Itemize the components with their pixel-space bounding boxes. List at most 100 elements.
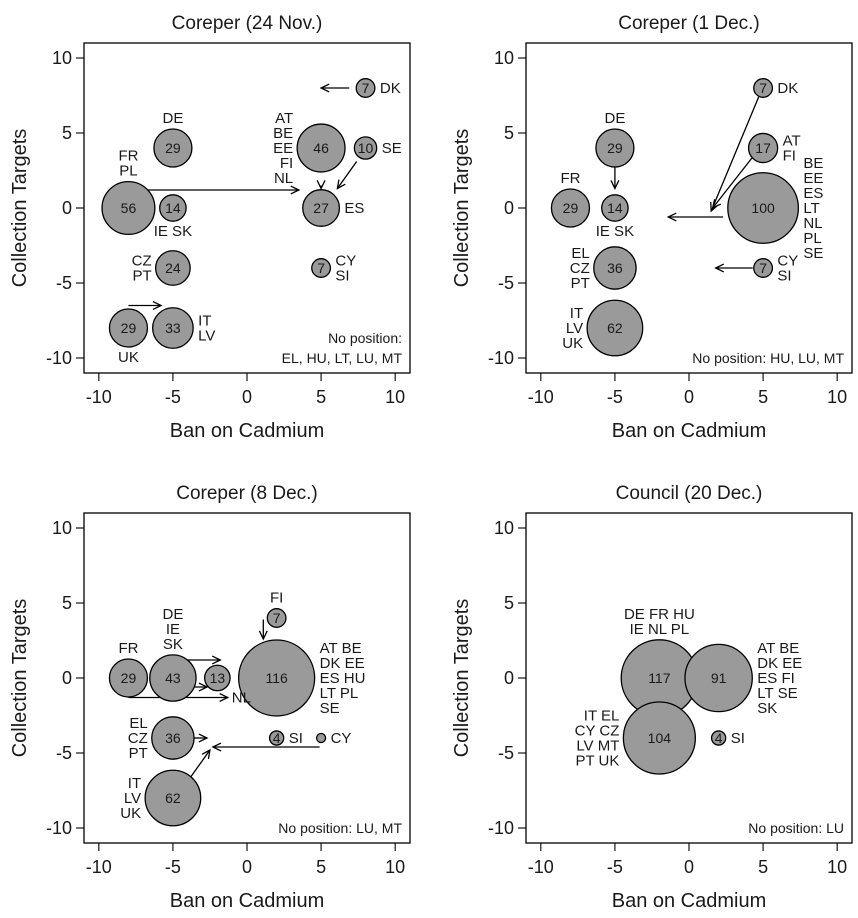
country-label: AT BE [320,640,362,657]
x-tick-label: 0 [684,387,694,407]
bubble-value-label: 56 [121,200,137,216]
x-axis-label: Ban on Cadmium [170,890,325,912]
bubble-value-label: 116 [265,670,288,686]
arrow-head [714,263,725,273]
country-label: LV [124,790,141,807]
y-tick-label: 0 [504,668,514,688]
x-tick-label: -5 [607,857,623,877]
bubble-value-label: 14 [607,200,623,216]
arrow-head [290,185,301,195]
bubble-value-label: 24 [165,260,181,276]
bubble [753,78,774,98]
country-label: IT [128,775,141,792]
bubble [149,654,197,702]
country-label: EE [803,170,823,187]
arrow-head [198,682,209,692]
chart-panel-2: Coreper (1 Dec.) Ban on Cadmium Collection… [451,13,853,442]
x-tick-label: 10 [827,857,847,877]
country-label: DE FR HU [624,606,695,623]
bubble [266,608,287,628]
bubble [101,180,156,236]
country-label: EL [129,715,147,732]
chart-panel-1: Coreper (24 Nov.) Ban on Cadmium Collectio… [9,13,411,442]
chart-panel-3: Coreper (8 Dec.) Ban on Cadmium Collection… [9,483,411,912]
x-tick-label: -10 [86,857,112,877]
country-label: IT EL [584,708,620,725]
shift-arrow [190,749,211,778]
shift-arrow [712,156,754,209]
arrow-head [258,630,268,641]
y-tick-label: -10 [46,348,72,368]
country-label: NL [232,690,251,707]
x-tick-label: 0 [684,857,694,877]
bubble [710,730,727,746]
bubble-value-label: 4 [273,730,281,746]
country-label: IT [198,313,211,330]
shift-arrow [336,161,358,189]
bubble [144,769,202,827]
country-label: UK [120,805,141,822]
no-position-note: EL, HU, LT, LU, MT [282,350,403,366]
x-axis-label: Ban on Cadmium [170,420,325,442]
country-label: AT [783,133,801,150]
bubble [153,128,193,168]
bubble-value-label: 13 [210,670,226,686]
country-label: IT [570,305,583,322]
country-label: SK [757,700,777,717]
x-tick-label: 0 [242,387,252,407]
country-label: AT [275,110,293,127]
x-tick-label: 5 [758,387,768,407]
country-label: CY [335,253,356,270]
x-axis-label: Ban on Cadmium [612,890,767,912]
x-tick-label: 10 [385,857,405,877]
bubble [296,123,346,173]
bubble [550,188,591,228]
chart-title: Coreper (1 Dec.) [618,13,760,34]
bubble-value-label: 62 [607,320,623,336]
no-position-note: No position: LU, MT [278,820,402,836]
arrow-head [666,212,677,222]
bubble [311,258,332,278]
y-tick-label: -5 [498,273,514,293]
country-label: DK [777,80,798,97]
x-tick-label: 5 [758,857,768,877]
country-label: FR [118,148,138,165]
bubble-value-label: 33 [165,320,181,336]
country-label: SI [777,268,791,285]
bubble [586,299,644,357]
arrow-head [336,179,346,190]
country-label: PT [129,745,148,762]
chart-title: Council (20 Dec.) [616,483,763,504]
bubble-value-label: 36 [165,730,181,746]
country-label: ES HU [320,670,366,687]
bubble-value-label: 29 [121,320,137,336]
country-label: UK [562,335,583,352]
y-axis-label: Collection Targets [451,599,473,758]
bubble [353,136,378,160]
country-label: EL [571,245,589,262]
country-label: CY [777,253,798,270]
bubble-value-label: 7 [759,260,767,276]
country-label: SI [335,268,349,285]
bubble-value-label: 43 [165,670,181,686]
country-label: IE SK [154,223,192,240]
y-tick-label: 5 [504,123,514,143]
country-label: PL [119,163,137,180]
country-label: SE [803,245,823,262]
arrow-head [316,180,326,190]
country-label: PT [132,268,151,285]
bubble-value-label: 10 [358,140,374,156]
bubble-value-label: 62 [165,790,181,806]
arrow-head [219,693,230,702]
x-tick-label: -5 [607,387,623,407]
bubble-value-label: 29 [607,140,623,156]
bubble-value-label: 17 [755,140,771,156]
country-label: EE [273,140,293,157]
no-position-note: No position: HU, LU, MT [692,350,844,366]
x-tick-label: -10 [528,857,554,877]
bubble [268,730,285,746]
bubble-value-label: 117 [648,670,671,686]
country-label: DK [380,80,401,97]
y-tick-label: 5 [62,123,72,143]
